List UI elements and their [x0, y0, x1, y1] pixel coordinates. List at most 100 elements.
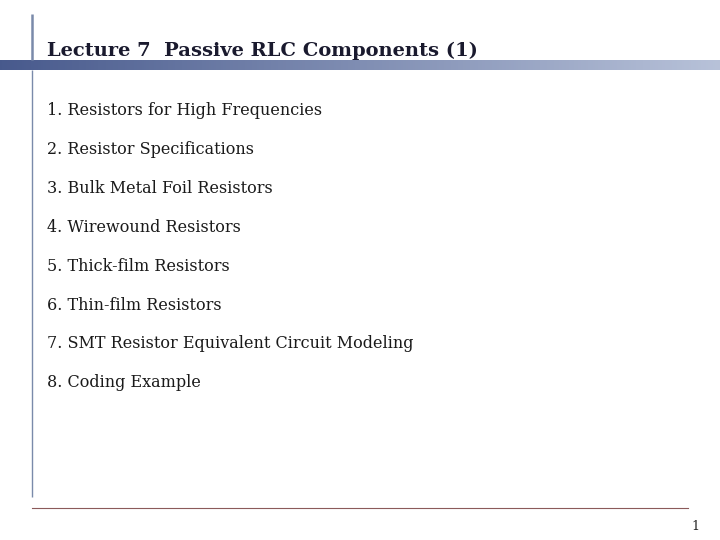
Bar — [36, 60, 39, 70]
Bar — [171, 60, 174, 70]
Bar — [204, 60, 207, 70]
Bar — [271, 60, 274, 70]
Bar — [475, 60, 478, 70]
Bar — [509, 60, 512, 70]
Bar — [230, 60, 233, 70]
Bar — [358, 60, 361, 70]
Bar — [698, 60, 701, 70]
Bar — [146, 60, 150, 70]
Bar — [610, 60, 613, 70]
Bar — [218, 60, 222, 70]
Bar — [135, 60, 138, 70]
Bar — [459, 60, 462, 70]
Bar — [461, 60, 464, 70]
Bar — [192, 60, 195, 70]
Bar — [389, 60, 392, 70]
Text: Lecture 7  Passive RLC Components (1): Lecture 7 Passive RLC Components (1) — [47, 42, 477, 60]
Bar — [211, 60, 215, 70]
Text: 6. Thin-film Resistors: 6. Thin-film Resistors — [47, 296, 222, 314]
Bar — [650, 60, 654, 70]
Bar — [598, 60, 600, 70]
Bar — [243, 60, 246, 70]
Bar — [603, 60, 606, 70]
Bar — [495, 60, 498, 70]
Bar — [14, 60, 17, 70]
Bar — [63, 60, 66, 70]
Bar — [636, 60, 639, 70]
Bar — [194, 60, 197, 70]
Bar — [629, 60, 632, 70]
Bar — [374, 60, 377, 70]
Bar — [360, 60, 363, 70]
Bar — [715, 60, 719, 70]
Bar — [621, 60, 625, 70]
Bar — [477, 60, 481, 70]
Bar — [158, 60, 161, 70]
Bar — [706, 60, 708, 70]
Bar — [617, 60, 620, 70]
Bar — [221, 60, 224, 70]
Bar — [552, 60, 555, 70]
Bar — [122, 60, 125, 70]
Bar — [182, 60, 186, 70]
Bar — [583, 60, 586, 70]
Bar — [142, 60, 145, 70]
Bar — [274, 60, 276, 70]
Bar — [315, 60, 318, 70]
Bar — [338, 60, 341, 70]
Bar — [667, 60, 670, 70]
Bar — [103, 60, 107, 70]
Bar — [439, 60, 442, 70]
Bar — [214, 60, 217, 70]
Bar — [415, 60, 418, 70]
Bar — [144, 60, 147, 70]
Bar — [353, 60, 356, 70]
Bar — [60, 60, 63, 70]
Bar — [302, 60, 305, 70]
Bar — [387, 60, 390, 70]
Bar — [81, 60, 85, 70]
Bar — [86, 60, 89, 70]
Bar — [382, 60, 384, 70]
Bar — [117, 60, 121, 70]
Bar — [468, 60, 471, 70]
Bar — [677, 60, 680, 70]
Bar — [670, 60, 672, 70]
Bar — [108, 60, 111, 70]
Text: 1: 1 — [692, 520, 700, 533]
Bar — [672, 60, 675, 70]
Bar — [641, 60, 644, 70]
Bar — [703, 60, 706, 70]
Text: 7. SMT Resistor Equivalent Circuit Modeling: 7. SMT Resistor Equivalent Circuit Model… — [47, 335, 413, 353]
Bar — [269, 60, 272, 70]
Bar — [487, 60, 490, 70]
Bar — [139, 60, 143, 70]
Bar — [130, 60, 132, 70]
Bar — [405, 60, 409, 70]
Bar — [89, 60, 92, 70]
Bar — [281, 60, 284, 70]
Bar — [581, 60, 584, 70]
Bar — [166, 60, 168, 70]
Bar — [365, 60, 368, 70]
Bar — [607, 60, 611, 70]
Bar — [518, 60, 521, 70]
Bar — [257, 60, 260, 70]
Bar — [53, 60, 56, 70]
Bar — [574, 60, 577, 70]
Bar — [655, 60, 658, 70]
Bar — [17, 60, 20, 70]
Bar — [94, 60, 96, 70]
Bar — [216, 60, 219, 70]
Bar — [250, 60, 253, 70]
Bar — [444, 60, 447, 70]
Bar — [634, 60, 636, 70]
Bar — [542, 60, 546, 70]
Bar — [286, 60, 289, 70]
Bar — [362, 60, 366, 70]
Bar — [326, 60, 330, 70]
Bar — [77, 60, 80, 70]
Bar — [175, 60, 179, 70]
Bar — [199, 60, 202, 70]
Bar — [307, 60, 310, 70]
